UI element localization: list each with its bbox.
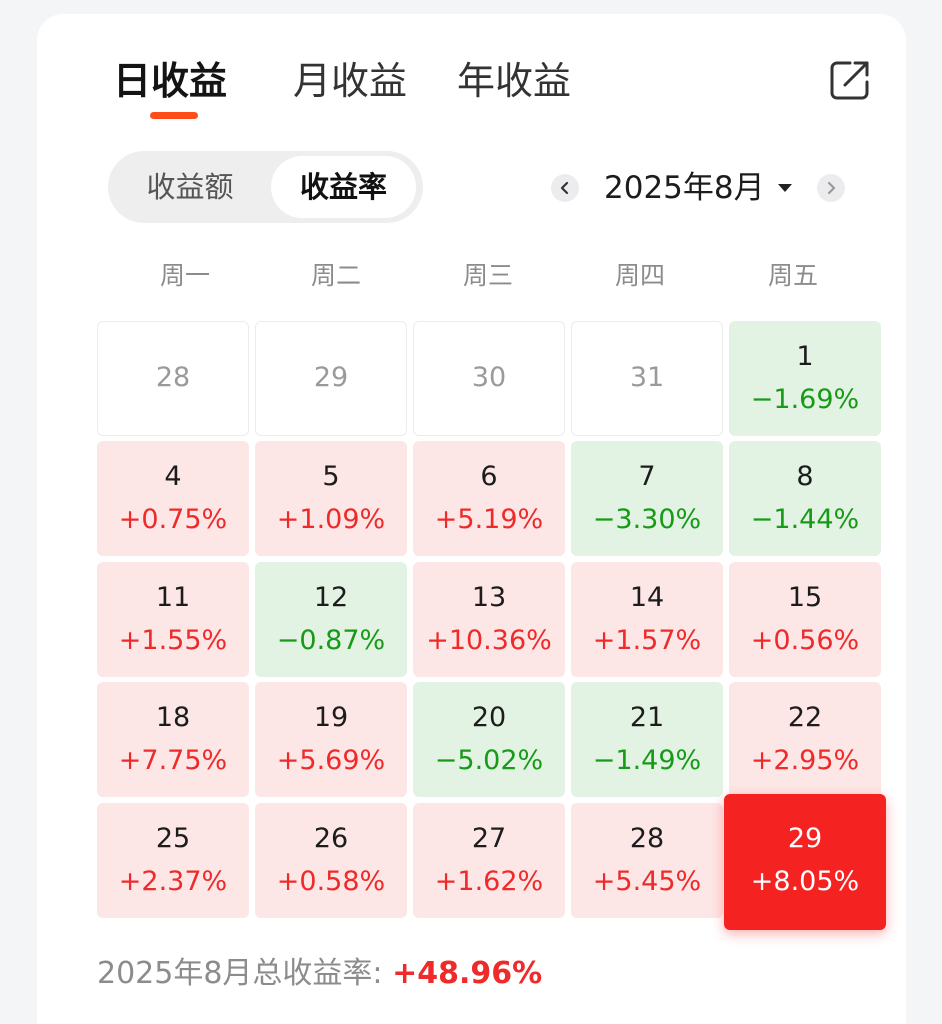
- month-selector[interactable]: 2025年8月: [604, 170, 765, 206]
- calendar-day[interactable]: 13 +10.36%: [413, 562, 565, 677]
- calendar-day-outside-month: 31: [571, 321, 723, 436]
- chevron-left-icon[interactable]: [551, 174, 579, 202]
- day-return-rate: −3.30%: [592, 504, 702, 535]
- day-return-rate: −5.02%: [434, 745, 544, 776]
- metric-segmented-control: 收益额 收益率: [108, 151, 423, 223]
- calendar-day-selected[interactable]: 29 +8.05%: [724, 794, 886, 930]
- day-number: 5: [322, 461, 340, 492]
- segment-amount[interactable]: 收益额: [146, 170, 234, 204]
- day-number: 19: [313, 702, 349, 733]
- tab-active-indicator: [150, 112, 198, 119]
- day-return-rate: +5.45%: [592, 866, 702, 897]
- day-return-rate: −1.44%: [750, 504, 860, 535]
- day-number: 25: [155, 823, 191, 854]
- calendar-day[interactable]: 1 −1.69%: [729, 321, 881, 436]
- day-return-rate: +2.37%: [118, 866, 228, 897]
- day-return-rate: +2.95%: [750, 745, 860, 776]
- day-number: 26: [313, 823, 349, 854]
- segment-rate[interactable]: 收益率: [271, 156, 416, 218]
- day-return-rate: +0.56%: [750, 625, 860, 656]
- tab-daily[interactable]: 日收益: [113, 59, 228, 103]
- calendar-day-outside-month: 29: [255, 321, 407, 436]
- calendar-day[interactable]: 26 +0.58%: [255, 803, 407, 918]
- day-number: 22: [787, 702, 823, 733]
- day-number: 27: [471, 823, 507, 854]
- day-return-rate: +7.75%: [118, 745, 228, 776]
- day-return-rate: +0.58%: [276, 866, 386, 897]
- calendar-day[interactable]: 7 −3.30%: [571, 441, 723, 556]
- day-return-rate: +0.75%: [118, 504, 228, 535]
- day-return-rate: −1.49%: [592, 745, 702, 776]
- monthly-summary: 2025年8月总收益率: +48.96%: [97, 952, 542, 996]
- share-icon[interactable]: [828, 58, 872, 102]
- weekday-label: 周三: [462, 261, 513, 290]
- day-return-rate: −1.69%: [750, 384, 860, 415]
- weekday-label: 周二: [310, 261, 361, 290]
- calendar-day[interactable]: 6 +5.19%: [413, 441, 565, 556]
- day-number: 12: [313, 582, 349, 613]
- calendar-day[interactable]: 4 +0.75%: [97, 441, 249, 556]
- day-return-rate: +1.55%: [118, 625, 228, 656]
- chevron-right-icon[interactable]: [817, 174, 845, 202]
- day-number: 1: [796, 341, 814, 372]
- calendar-day[interactable]: 20 −5.02%: [413, 682, 565, 797]
- day-return-rate: +1.09%: [276, 504, 386, 535]
- day-number: 11: [155, 582, 191, 613]
- weekday-label: 周五: [767, 261, 818, 290]
- day-number: 20: [471, 702, 507, 733]
- day-number: 31: [629, 362, 665, 393]
- day-number: 7: [638, 461, 656, 492]
- tab-monthly[interactable]: 月收益: [293, 59, 408, 103]
- day-number: 18: [155, 702, 191, 733]
- calendar-day-outside-month: 28: [97, 321, 249, 436]
- day-return-rate: +10.36%: [426, 625, 552, 656]
- summary-label: 2025年8月总收益率:: [97, 956, 383, 991]
- day-return-rate: +5.19%: [434, 504, 544, 535]
- calendar-day[interactable]: 22 +2.95%: [729, 682, 881, 797]
- summary-value: +48.96%: [392, 956, 543, 991]
- calendar-day[interactable]: 12 −0.87%: [255, 562, 407, 677]
- calendar-day[interactable]: 28 +5.45%: [571, 803, 723, 918]
- day-return-rate: +8.05%: [750, 866, 860, 897]
- calendar-day[interactable]: 5 +1.09%: [255, 441, 407, 556]
- day-return-rate: +5.69%: [276, 745, 386, 776]
- day-number: 8: [796, 461, 814, 492]
- day-return-rate: +1.57%: [592, 625, 702, 656]
- day-number: 30: [471, 362, 507, 393]
- weekday-label: 周四: [614, 261, 665, 290]
- day-number: 13: [471, 582, 507, 613]
- calendar-day[interactable]: 27 +1.62%: [413, 803, 565, 918]
- day-number: 4: [164, 461, 182, 492]
- calendar-day[interactable]: 19 +5.69%: [255, 682, 407, 797]
- day-number: 14: [629, 582, 665, 613]
- calendar-day-outside-month: 30: [413, 321, 565, 436]
- calendar-day[interactable]: 25 +2.37%: [97, 803, 249, 918]
- caret-down-icon[interactable]: [778, 184, 792, 192]
- day-number: 29: [313, 362, 349, 393]
- calendar-day[interactable]: 18 +7.75%: [97, 682, 249, 797]
- day-number: 28: [155, 362, 191, 393]
- calendar-day[interactable]: 11 +1.55%: [97, 562, 249, 677]
- day-return-rate: +1.62%: [434, 866, 544, 897]
- day-number: 28: [629, 823, 665, 854]
- calendar-day[interactable]: 15 +0.56%: [729, 562, 881, 677]
- day-return-rate: −0.87%: [276, 625, 386, 656]
- calendar-day[interactable]: 8 −1.44%: [729, 441, 881, 556]
- weekday-label: 周一: [159, 261, 210, 290]
- day-number: 15: [787, 582, 823, 613]
- day-number: 6: [480, 461, 498, 492]
- day-number: 29: [787, 823, 823, 854]
- calendar-day[interactable]: 21 −1.49%: [571, 682, 723, 797]
- tab-yearly[interactable]: 年收益: [457, 59, 572, 103]
- calendar-day[interactable]: 14 +1.57%: [571, 562, 723, 677]
- day-number: 21: [629, 702, 665, 733]
